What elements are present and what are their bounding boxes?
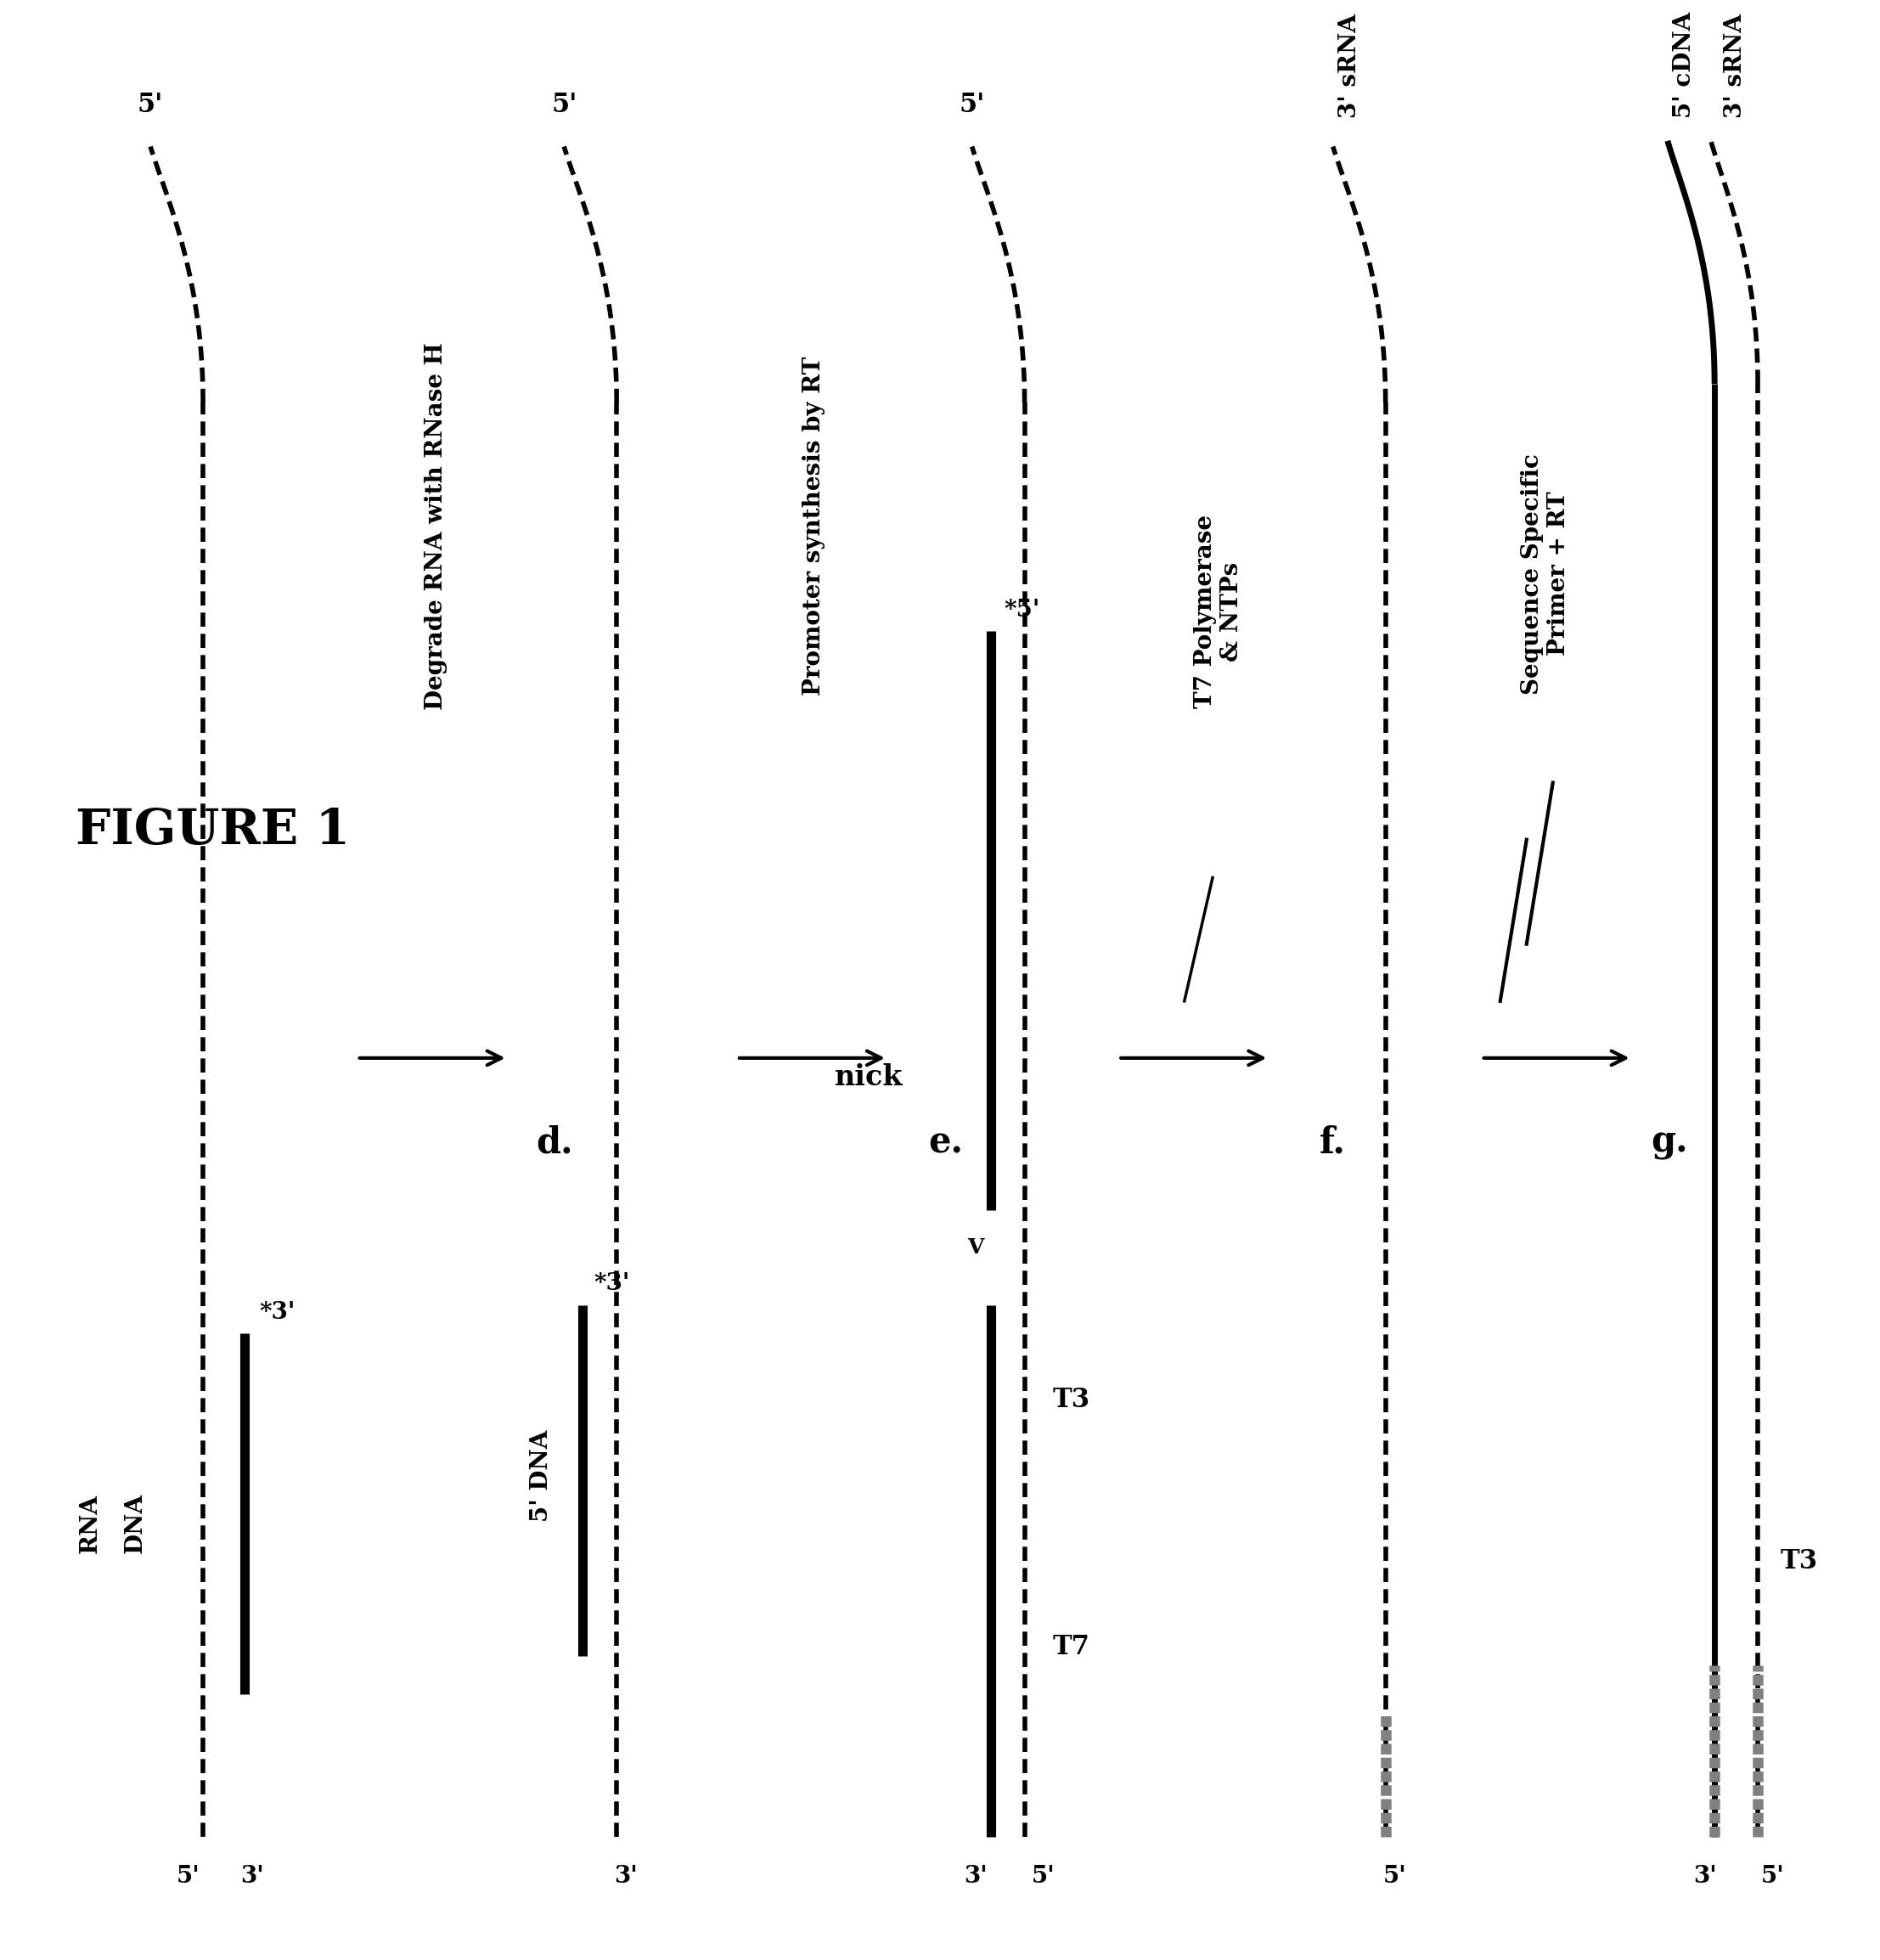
- Text: 5': 5': [177, 1866, 199, 1887]
- Text: Sequence Specific
Primer + RT: Sequence Specific Primer + RT: [1521, 453, 1570, 694]
- Text: *3': *3': [259, 1301, 295, 1323]
- Text: 5' cDNA: 5' cDNA: [1673, 12, 1696, 118]
- Text: 3': 3': [615, 1866, 637, 1887]
- Text: g.: g.: [1651, 1125, 1688, 1160]
- Text: 5': 5': [1032, 1866, 1055, 1887]
- Text: T7: T7: [1053, 1633, 1090, 1660]
- Text: 3': 3': [241, 1866, 263, 1887]
- Text: V: V: [968, 1237, 983, 1258]
- Text: *3': *3': [594, 1272, 630, 1296]
- Text: 3' sRNA: 3' sRNA: [1339, 14, 1361, 118]
- Text: e.: e.: [929, 1125, 964, 1160]
- Text: nick: nick: [835, 1062, 902, 1092]
- Text: 3' sRNA: 3' sRNA: [1724, 14, 1747, 118]
- Text: 5': 5': [1384, 1866, 1406, 1887]
- Text: d.: d.: [536, 1125, 573, 1160]
- Text: 5': 5': [551, 92, 577, 118]
- Text: FIGURE 1: FIGURE 1: [75, 806, 350, 855]
- Text: DNA: DNA: [124, 1494, 147, 1554]
- Text: *5': *5': [1004, 598, 1040, 621]
- Text: Promoter synthesis by RT: Promoter synthesis by RT: [803, 357, 825, 696]
- Text: 5': 5': [137, 92, 164, 118]
- Text: 5': 5': [959, 92, 985, 118]
- Text: 3': 3': [964, 1866, 987, 1887]
- Text: T3: T3: [1780, 1548, 1818, 1574]
- Text: T7 Polymerase
& NTPs: T7 Polymerase & NTPs: [1194, 515, 1243, 710]
- Text: RNA: RNA: [79, 1494, 102, 1552]
- Text: 5' DNA: 5' DNA: [530, 1429, 553, 1521]
- Text: 3': 3': [1694, 1866, 1716, 1887]
- Text: T3: T3: [1053, 1386, 1090, 1413]
- Text: 5': 5': [1762, 1866, 1784, 1887]
- Text: f.: f.: [1320, 1125, 1346, 1160]
- Text: Degrade RNA with RNase H: Degrade RNA with RNase H: [425, 343, 447, 710]
